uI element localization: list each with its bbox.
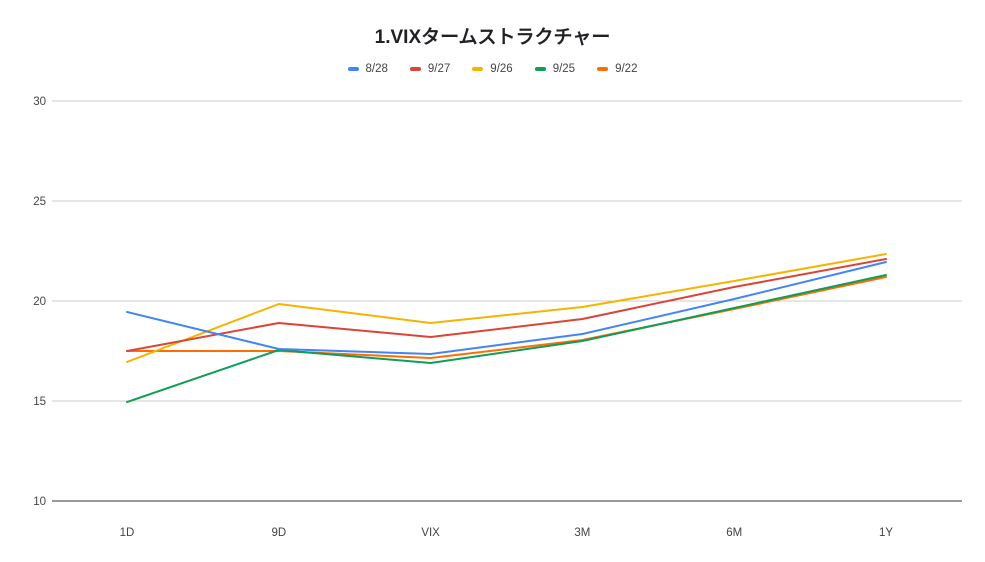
legend-swatch — [472, 67, 484, 71]
chart-title: 1.VIXタームストラクチャー — [374, 27, 611, 48]
legend-label: 9/26 — [490, 63, 513, 75]
series-line-9-26 — [126, 253, 887, 363]
x-tick-label: 3M — [574, 527, 590, 539]
chart-legend: 8/28 9/27 9/26 9/25 9/22 — [0, 63, 985, 75]
y-tick-label: 10 — [33, 496, 46, 508]
legend-swatch — [409, 67, 421, 71]
legend-label: 9/25 — [552, 63, 576, 75]
legend-item: 9/27 — [409, 63, 451, 75]
series-line-9-22 — [126, 276, 887, 359]
x-tick-label: 1Y — [879, 527, 893, 539]
x-tick-label: 9D — [271, 527, 286, 539]
y-tick-label: 15 — [33, 396, 46, 408]
legend-item: 8/28 — [347, 63, 388, 75]
y-tick-label: 20 — [33, 296, 46, 308]
legend-label: 9/27 — [427, 63, 451, 75]
x-tick-label: 6M — [726, 527, 742, 539]
x-tick-label: 1D — [120, 527, 135, 539]
y-tick-label: 25 — [33, 196, 46, 208]
series-line-9-25 — [126, 274, 887, 403]
y-tick-label: 30 — [33, 96, 46, 108]
legend-swatch — [534, 67, 546, 71]
legend-item: 9/26 — [472, 63, 513, 75]
legend-item: 9/22 — [597, 63, 637, 75]
series-line-9-27 — [126, 258, 887, 352]
series-line-8-28 — [126, 261, 887, 355]
legend-label: 9/22 — [615, 63, 638, 75]
x-tick-label: VIX — [421, 527, 440, 539]
legend-item: 9/25 — [534, 63, 576, 75]
legend-swatch — [347, 67, 359, 71]
legend-label: 8/28 — [365, 63, 388, 75]
legend-swatch — [597, 67, 609, 71]
